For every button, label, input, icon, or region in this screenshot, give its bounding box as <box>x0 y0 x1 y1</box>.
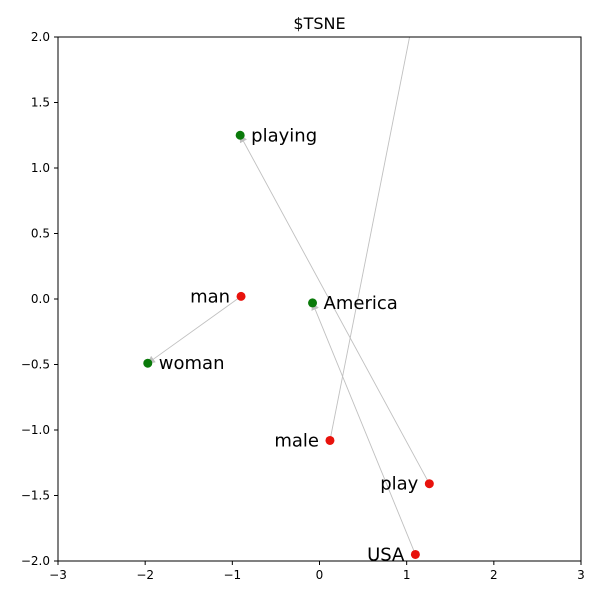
y-tick-label: 1.0 <box>31 161 50 175</box>
y-tick-label: 0.5 <box>31 227 50 241</box>
point-play <box>425 479 434 488</box>
y-tick-label: 0.0 <box>31 292 50 306</box>
x-tick-label: 2 <box>490 568 498 582</box>
points-layer <box>143 131 434 559</box>
point-label: America <box>324 293 398 314</box>
point-USA <box>411 550 420 559</box>
x-tick-label: −3 <box>49 568 67 582</box>
arrow <box>330 0 433 440</box>
x-tick-label: −2 <box>136 568 154 582</box>
point-woman <box>143 359 152 368</box>
y-tick-label: −1.5 <box>21 489 50 503</box>
point-label: woman <box>159 353 225 374</box>
point-America <box>308 298 317 307</box>
x-tick-label: 0 <box>316 568 324 582</box>
x-tick-label: −1 <box>223 568 241 582</box>
x-tick-label: 1 <box>403 568 411 582</box>
point-label: man <box>190 286 230 307</box>
y-tick-label: −1.0 <box>21 423 50 437</box>
point-man <box>237 292 246 301</box>
point-label: USA <box>367 544 405 565</box>
y-axis: −2.0 −1.5 −1.0 −0.5 0.0 0.5 1.0 1.5 2.0 <box>21 30 58 568</box>
point-label: male <box>274 430 319 451</box>
point-label: play <box>380 474 418 495</box>
point-playing <box>236 131 245 140</box>
y-tick-label: 1.5 <box>31 96 50 110</box>
y-tick-label: −2.0 <box>21 554 50 568</box>
plot-frame <box>58 37 581 561</box>
point-male <box>325 436 334 445</box>
chart-title: $TSNE <box>293 14 345 33</box>
arrows-layer <box>148 0 433 554</box>
y-tick-label: −0.5 <box>21 358 50 372</box>
point-label: playing <box>251 125 317 146</box>
labels-layer: man woman playing America male play USA <box>159 125 419 565</box>
x-axis: −3 −2 −1 0 1 2 3 <box>49 561 585 582</box>
y-tick-label: 2.0 <box>31 30 50 44</box>
x-tick-label: 3 <box>577 568 585 582</box>
